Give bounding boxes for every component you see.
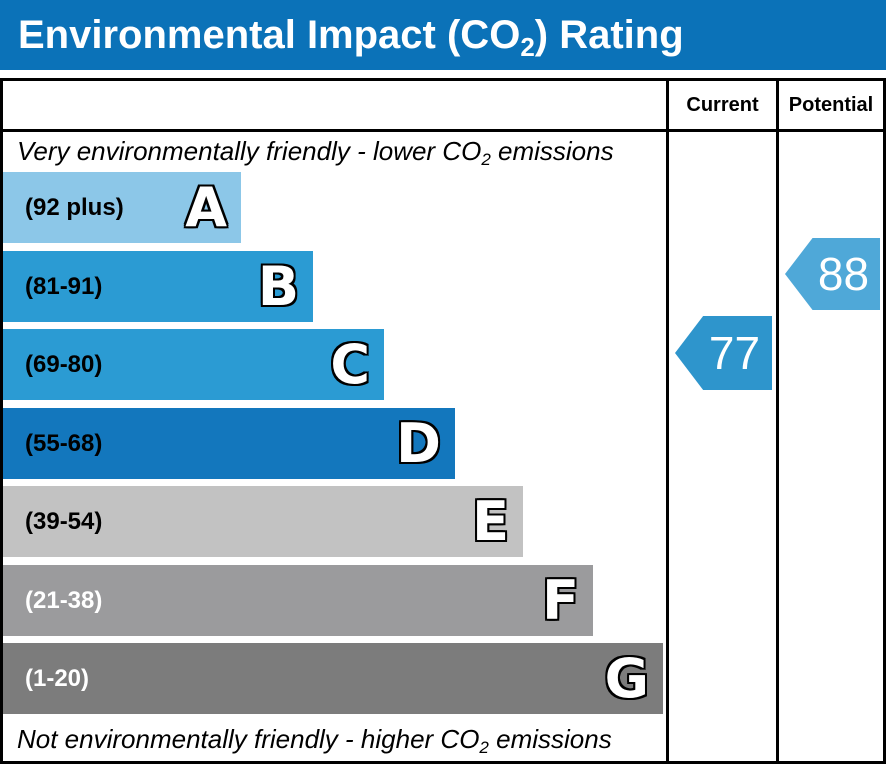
band-f-letter: F xyxy=(542,568,579,632)
band-d-range: (55-68) xyxy=(25,429,103,457)
band-e-range: (39-54) xyxy=(25,507,103,535)
rating-table: Current Potential Very environmentally f… xyxy=(0,78,886,764)
band-c-letter: C xyxy=(330,332,370,396)
co2-subscript: 2 xyxy=(479,737,489,757)
band-e-letter: E xyxy=(472,489,509,553)
band-c: (69-80) C xyxy=(3,329,384,400)
band-g-letter: G xyxy=(604,646,649,710)
band-b-range: (81-91) xyxy=(25,272,103,300)
band-c-range: (69-80) xyxy=(25,350,103,378)
band-b: (81-91) B xyxy=(3,251,313,322)
chart-title: Environmental Impact (CO2) Rating xyxy=(18,12,684,62)
header-row-divider xyxy=(3,129,883,132)
band-a: (92 plus) A xyxy=(3,172,241,243)
potential-rating-value: 88 xyxy=(817,248,870,300)
band-d-letter: D xyxy=(396,411,441,475)
band-b-letter: B xyxy=(257,254,299,318)
band-a-letter: A xyxy=(185,175,227,239)
band-f-range: (21-38) xyxy=(25,586,103,614)
current-rating-arrow: 77 xyxy=(675,316,772,390)
top-note: Very environmentally friendly - lower CO… xyxy=(17,135,614,169)
current-column-divider xyxy=(666,81,669,761)
band-e: (39-54) E xyxy=(3,486,523,557)
co2-subscript: 2 xyxy=(520,31,535,62)
chart-title-bar: Environmental Impact (CO2) Rating xyxy=(0,0,886,70)
band-g: (1-20) G xyxy=(3,643,663,714)
potential-column-header: Potential xyxy=(788,93,874,116)
band-g-range: (1-20) xyxy=(25,664,90,692)
band-d: (55-68) D xyxy=(3,408,455,479)
current-column-header: Current xyxy=(686,93,759,116)
band-f: (21-38) F xyxy=(3,565,593,636)
band-a-range: (92 plus) xyxy=(25,193,124,221)
potential-column-divider xyxy=(776,81,779,761)
bottom-note: Not environmentally friendly - higher CO… xyxy=(17,723,612,757)
co2-subscript: 2 xyxy=(481,149,491,169)
current-rating-value: 77 xyxy=(708,327,761,379)
potential-rating-arrow: 88 xyxy=(785,238,880,310)
